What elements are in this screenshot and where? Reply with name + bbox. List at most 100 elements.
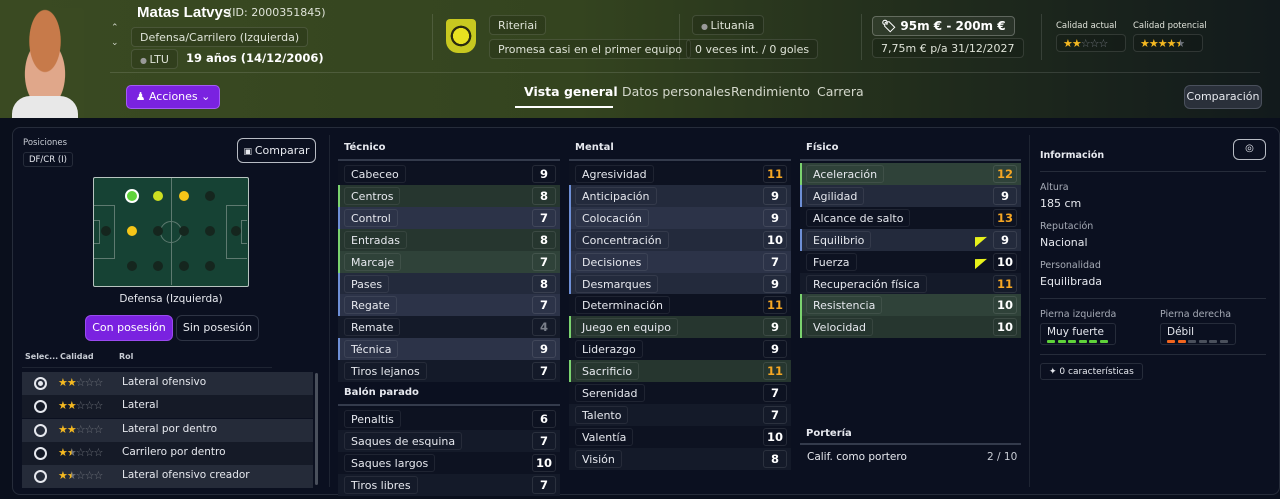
goalkeeper-rating-value: 2 / 10 [987,451,1018,463]
position-dot[interactable] [205,261,215,271]
position-dot[interactable] [153,261,163,271]
attribute-value: 9 [532,165,556,183]
attribute-row: Remate 4 [338,316,560,339]
transfer-value[interactable]: 🏷 95m € - 200m € [872,16,1015,36]
actions-button[interactable]: ♟ Acciones ⌄ [126,85,220,109]
strength-segment [1219,340,1228,343]
position-dot-selected[interactable] [125,189,139,203]
role-name: Lateral [122,399,159,412]
tab-vista-general[interactable]: Vista general [524,84,618,99]
role-row[interactable]: ★ ★ ☆ ☆ ☆ Lateral por dentro [22,418,313,442]
star-full-icon: ★ [58,422,68,436]
tab-rendimiento[interactable]: Rendimiento [731,84,810,99]
position-dot[interactable] [153,226,163,236]
radio-button[interactable] [34,446,47,460]
position-pitch[interactable] [93,177,249,287]
col-header-quality[interactable]: Calidad [60,352,94,361]
radio-button[interactable] [34,470,47,484]
radio-button[interactable] [34,423,47,437]
attribute-name: Valentía [575,427,634,446]
role-row[interactable]: ★ ★ ☆ ☆ ☆ Lateral ofensivo [22,372,313,395]
position-dot[interactable] [205,191,215,201]
club-status: Promesa casi en el primer equipo [489,39,692,59]
section-title-mental: Mental [575,142,614,153]
club-name[interactable]: Riteriai [489,15,547,35]
club-crest[interactable] [446,19,476,53]
potential-ability-stars: ★ ★ ★ ★ ★ [1133,34,1203,52]
tab-datos-personales[interactable]: Datos personales [622,84,731,99]
strength-segment [1198,340,1207,343]
star-empty-icon: ☆ [1098,37,1109,50]
attribute-row: Saques largos 10 [338,451,560,474]
position-code-badge: DF/CR (I) [23,152,73,167]
comparison-button[interactable]: Comparación [1184,85,1262,109]
position-dot[interactable] [179,191,189,201]
left-foot-label: Pierna izquierda [1040,309,1117,320]
attribute-name: Tiros libres [344,475,418,494]
attribute-row: Alcance de salto 13 [800,206,1021,229]
position-badge: Defensa/Carrilero (Izquierda) [131,27,309,47]
section-divider [800,443,1021,445]
attribute-row: Valentía 10 [569,425,791,448]
personality-wheel-button[interactable]: ◎ [1233,139,1266,160]
nation-badge[interactable]: ● LTU [131,49,178,69]
compare-icon: ▣ [243,147,255,157]
attribute-name: Control [344,208,398,227]
role-name: Carrilero por dentro [122,445,226,458]
attribute-value: 10 [763,230,787,249]
previous-player-icon[interactable]: ⌃ [111,23,119,33]
position-dot[interactable] [179,226,189,236]
position-dot[interactable] [101,226,111,236]
position-dot[interactable] [205,226,215,236]
with-possession-toggle[interactable]: Con posesión [85,315,173,341]
international-caps: 0 veces int. / 0 goles [686,39,819,59]
without-possession-toggle[interactable]: Sin posesión [176,315,259,341]
position-dot[interactable] [127,261,137,271]
role-row[interactable]: ★ ★ ☆ ☆ ☆ Carrilero por dentro [22,441,313,465]
attribute-value: 8 [763,449,787,468]
compare-label: Comparar [254,144,310,157]
radio-button[interactable] [34,400,47,414]
role-row[interactable]: ★ ★ ☆ ☆ ☆ Lateral [22,395,313,419]
attribute-row: Saques de esquina 7 [338,429,560,452]
player-name: Matas Latvys [137,4,232,21]
right-foot-value: Débil [1167,326,1195,338]
role-name: Lateral ofensivo creador [122,469,250,482]
star-empty-icon: ☆ [1080,37,1091,50]
nation-name[interactable]: ● Lituania [692,15,764,35]
position-dot[interactable] [179,261,189,271]
star-full-icon: ★ [58,399,68,413]
player-photo [6,8,84,118]
traits-button[interactable]: ✦ 0 características [1040,363,1143,380]
next-player-icon[interactable]: ⌄ [111,38,119,48]
attribute-value: 7 [532,362,556,381]
position-dot[interactable] [127,226,137,236]
position-dot[interactable] [153,191,163,201]
position-dot[interactable] [231,226,241,236]
tab-carrera[interactable]: Carrera [817,84,864,99]
star-empty-icon: ☆ [93,422,104,436]
attribute-value: 11 [763,296,787,315]
section-divider [338,404,560,406]
positions-label: Posiciones [23,138,68,148]
attribute-row: Tiros libres 7 [338,473,560,496]
star-full-icon: ★ [66,422,77,436]
stars: ★ ★ ☆ ☆ ☆ [1063,35,1109,52]
attribute-row: Aceleración 12 [800,163,1021,185]
info-title: Información [1040,150,1105,161]
compare-button[interactable]: ▣ Comparar [237,138,316,163]
chevron-down-icon: ⌄ [201,90,211,103]
star-empty-icon: ☆ [84,445,95,459]
col-header-select[interactable]: Selec... [25,352,59,361]
radio-button[interactable] [34,377,47,390]
attribute-row: Agilidad 9 [800,184,1021,207]
section-title-fisico: Físico [806,142,839,153]
star-empty-icon: ☆ [84,399,95,413]
role-row[interactable]: ★ ★ ☆ ☆ ☆ Lateral ofensivo creador [22,465,313,489]
col-header-role[interactable]: Rol [119,352,134,361]
role-quality-stars: ★ ★ ☆ ☆ ☆ [58,399,103,413]
attribute-value: 7 [532,296,556,315]
attribute-row: Resistencia 10 [800,294,1021,317]
attribute-name: Determinación [575,296,670,315]
roles-scrollbar[interactable] [315,373,318,485]
